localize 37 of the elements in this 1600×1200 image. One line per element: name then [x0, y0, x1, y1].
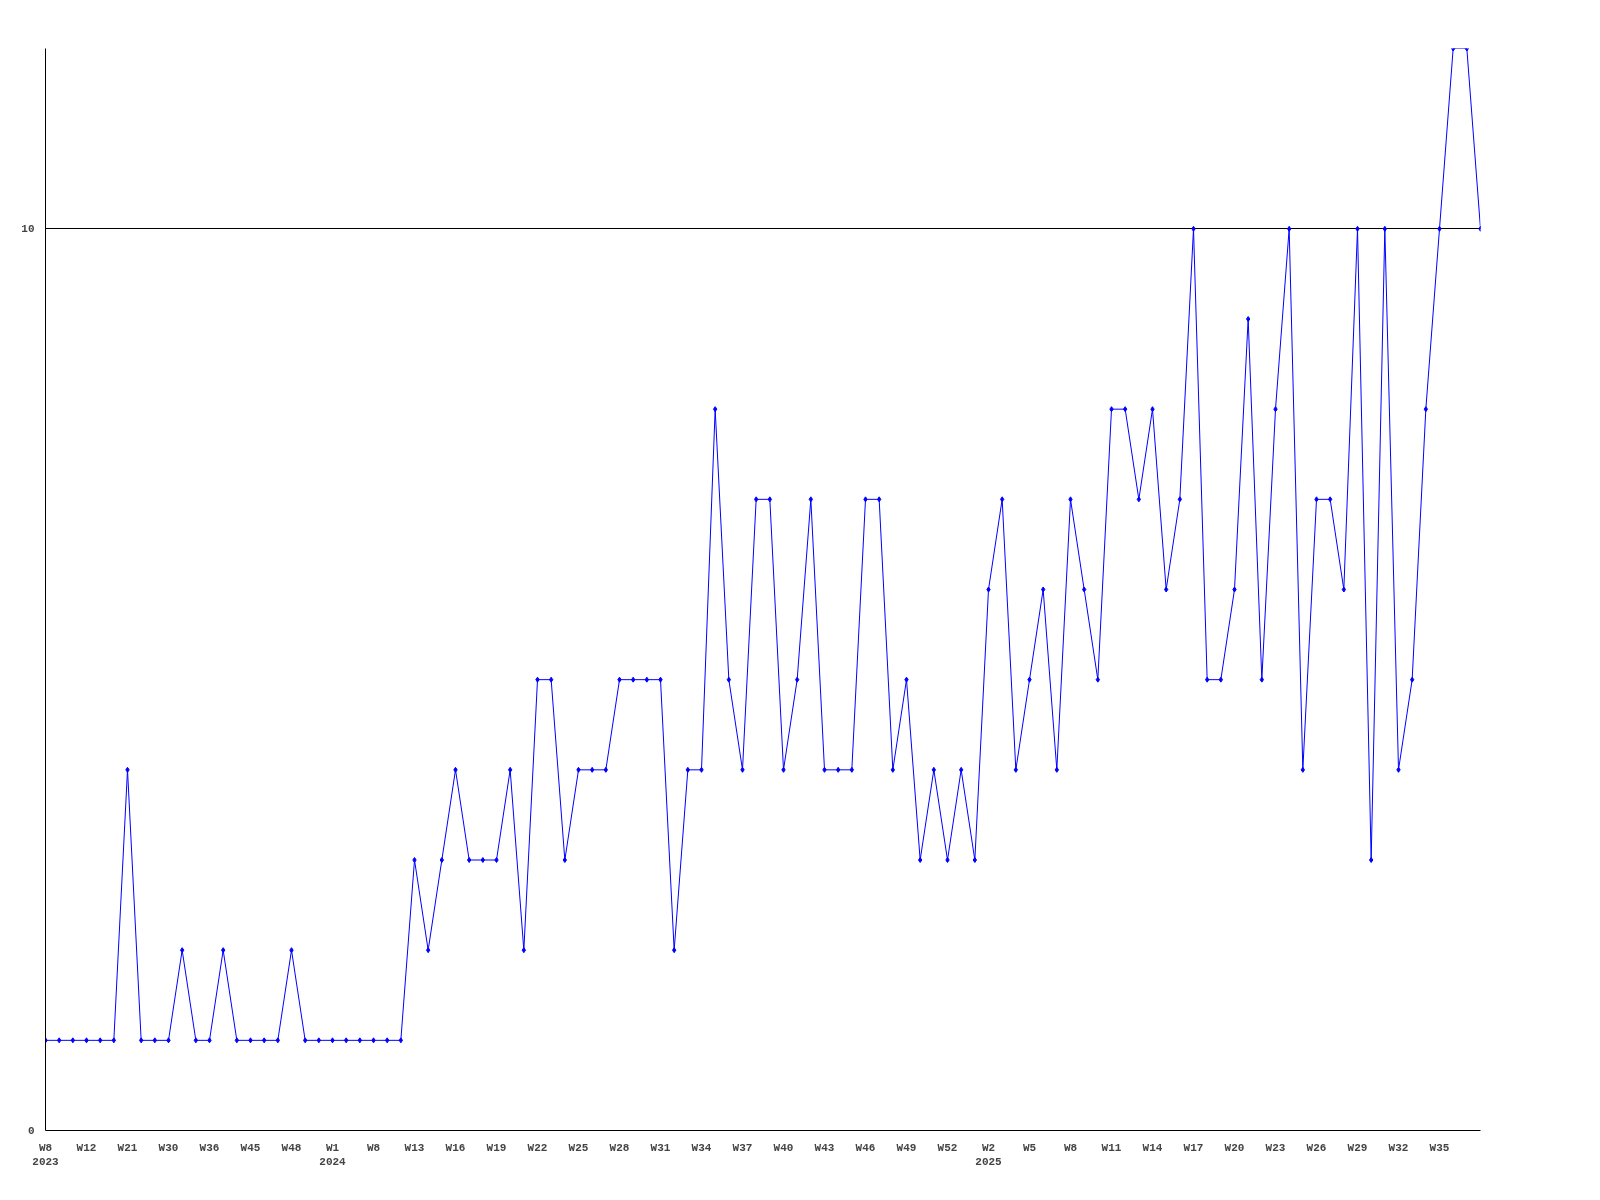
x-tick-label: W26 [1306, 1141, 1327, 1154]
x-tick-label: W1 2024 [319, 1141, 347, 1168]
x-tick-label: W52 [937, 1141, 958, 1154]
x-tick-label: W11 [1101, 1141, 1122, 1154]
x-tick-label: W19 [486, 1141, 507, 1154]
x-tick-label: W14 [1142, 1141, 1163, 1154]
x-tick-label: W13 [404, 1141, 425, 1154]
x-tick-label: W49 [896, 1141, 917, 1154]
x-tick-label: W37 [732, 1141, 753, 1154]
x-tick-label: W35 [1429, 1141, 1450, 1154]
x-tick-label: W28 [609, 1141, 630, 1154]
y-tick-label: 10 [21, 223, 35, 236]
x-tick-label: W8 [1063, 1141, 1078, 1154]
x-tick-label: W25 [568, 1141, 589, 1154]
x-tick-label: W29 [1347, 1141, 1368, 1154]
x-tick-label: W30 [158, 1141, 179, 1154]
x-tick-label: W46 [855, 1141, 876, 1154]
x-tick-label: W21 [117, 1141, 138, 1154]
x-tick-label: W32 [1388, 1141, 1409, 1154]
x-tick-label: W34 [691, 1141, 712, 1154]
x-tick-label: W22 [527, 1141, 548, 1154]
x-tick-label: W48 [281, 1141, 302, 1154]
x-tick-label: W8 2023 [32, 1141, 60, 1168]
x-tick-label: W23 [1265, 1141, 1286, 1154]
x-tick-label: W43 [814, 1141, 835, 1154]
x-tick-label: W40 [773, 1141, 794, 1154]
x-tick-label: W20 [1224, 1141, 1245, 1154]
x-tick-label: W45 [240, 1141, 261, 1154]
x-tick-label: W2 2025 [975, 1141, 1003, 1168]
x-tick-label: W36 [199, 1141, 220, 1154]
x-tick-label: W5 [1022, 1141, 1037, 1154]
x-tick-label: W17 [1183, 1141, 1204, 1154]
x-tick-label: W12 [76, 1141, 97, 1154]
y-tick-label: 0 [27, 1125, 35, 1137]
x-tick-label: W31 [650, 1141, 671, 1154]
x-tick-label: W8 [366, 1141, 381, 1154]
x-tick-label: W16 [445, 1141, 466, 1154]
